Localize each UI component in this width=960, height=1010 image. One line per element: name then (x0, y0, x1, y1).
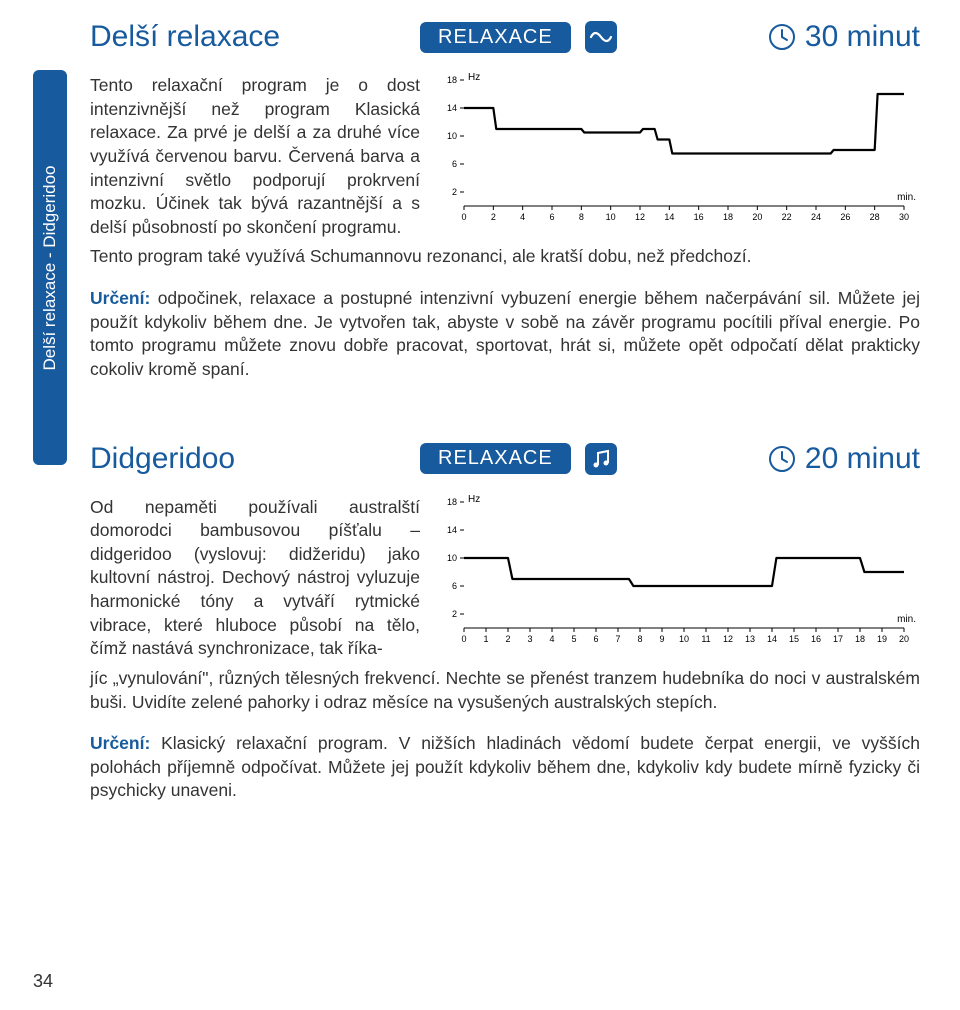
svg-text:19: 19 (877, 634, 887, 644)
svg-text:24: 24 (811, 212, 821, 222)
svg-text:13: 13 (745, 634, 755, 644)
svg-text:9: 9 (659, 634, 664, 644)
x-axis-label: min. (897, 614, 916, 625)
svg-text:2: 2 (491, 212, 496, 222)
svg-text:18: 18 (447, 75, 457, 85)
page-number: 34 (33, 971, 53, 992)
svg-text:12: 12 (723, 634, 733, 644)
usage-text: Klasický relaxační program. V nižších hl… (90, 733, 920, 800)
svg-text:16: 16 (811, 634, 821, 644)
program-header: Delší relaxace RELAXACE 30 minut (90, 20, 920, 54)
side-tab: Delší relaxace - Didgeridoo (33, 70, 67, 465)
svg-text:26: 26 (840, 212, 850, 222)
svg-text:6: 6 (549, 212, 554, 222)
usage-text: odpočinek, relaxace a postupné intenzivn… (90, 288, 920, 379)
svg-text:14: 14 (447, 525, 457, 535)
svg-text:18: 18 (447, 497, 457, 507)
svg-text:7: 7 (615, 634, 620, 644)
program-title: Didgeridoo (90, 442, 420, 476)
usage-section: Určení: odpočinek, relaxace a postupné i… (90, 287, 920, 382)
svg-text:20: 20 (899, 634, 909, 644)
svg-text:2: 2 (452, 187, 457, 197)
usage-label: Určení: (90, 288, 150, 308)
intro-text: Tento relaxační program je o dost intenz… (90, 74, 420, 239)
music-icon (585, 443, 617, 475)
program-header: Didgeridoo RELAXACE 20 minut (90, 442, 920, 476)
svg-text:8: 8 (579, 212, 584, 222)
svg-text:14: 14 (664, 212, 674, 222)
svg-text:6: 6 (593, 634, 598, 644)
duration: 20 minut (767, 442, 920, 476)
x-axis-label: min. (897, 192, 916, 203)
svg-text:10: 10 (447, 553, 457, 563)
wave-icon (585, 21, 617, 53)
svg-text:5: 5 (571, 634, 576, 644)
y-axis-label: Hz (468, 494, 480, 505)
svg-text:8: 8 (637, 634, 642, 644)
svg-text:4: 4 (520, 212, 525, 222)
y-axis-label: Hz (468, 72, 480, 83)
clock-icon (767, 444, 797, 474)
usage-label: Určení: (90, 733, 150, 753)
side-tab-label: Delší relaxace - Didgeridoo (40, 165, 60, 370)
svg-text:11: 11 (701, 634, 710, 644)
program-title: Delší relaxace (90, 20, 420, 54)
usage-section: Určení: Klasický relaxační program. V ni… (90, 732, 920, 803)
svg-text:28: 28 (870, 212, 880, 222)
svg-text:0: 0 (461, 634, 466, 644)
svg-text:10: 10 (447, 131, 457, 141)
program-delsi-relaxace: Delší relaxace RELAXACE 30 minut Tento r… (90, 20, 920, 382)
svg-text:18: 18 (723, 212, 733, 222)
svg-text:6: 6 (452, 581, 457, 591)
intro-text: Od nepaměti používali australští domorod… (90, 496, 420, 661)
program-body: Od nepaměti používali australští domorod… (90, 496, 920, 661)
svg-text:4: 4 (549, 634, 554, 644)
flow-text: jíc „vynulování", různých tělesných frek… (90, 667, 920, 714)
svg-text:0: 0 (461, 212, 466, 222)
duration-text: 20 minut (805, 442, 920, 476)
svg-text:14: 14 (447, 103, 457, 113)
page-content: Delší relaxace RELAXACE 30 minut Tento r… (90, 20, 920, 803)
program-body: Tento relaxační program je o dost intenz… (90, 74, 920, 239)
clock-icon (767, 22, 797, 52)
svg-text:6: 6 (452, 159, 457, 169)
svg-text:15: 15 (789, 634, 799, 644)
category-badge: RELAXACE (420, 443, 571, 474)
svg-text:18: 18 (855, 634, 865, 644)
svg-text:10: 10 (606, 212, 616, 222)
svg-text:16: 16 (694, 212, 704, 222)
svg-text:20: 20 (752, 212, 762, 222)
program-didgeridoo: Didgeridoo RELAXACE 20 minut Od nepaměti… (90, 442, 920, 804)
flow-text: Tento program také využívá Schumannovu r… (90, 245, 920, 269)
category-badge: RELAXACE (420, 22, 571, 53)
svg-text:3: 3 (527, 634, 532, 644)
svg-text:1: 1 (483, 634, 488, 644)
frequency-chart: 2610141801234567891011121314151617181920… (440, 496, 920, 661)
svg-text:2: 2 (505, 634, 510, 644)
svg-text:14: 14 (767, 634, 777, 644)
svg-text:17: 17 (833, 634, 843, 644)
duration-text: 30 minut (805, 20, 920, 54)
svg-text:30: 30 (899, 212, 909, 222)
svg-text:22: 22 (782, 212, 792, 222)
frequency-chart: 26101418024681012141618202224262830 Hz m… (440, 74, 920, 239)
svg-text:2: 2 (452, 609, 457, 619)
svg-text:12: 12 (635, 212, 645, 222)
duration: 30 minut (767, 20, 920, 54)
svg-text:10: 10 (679, 634, 689, 644)
